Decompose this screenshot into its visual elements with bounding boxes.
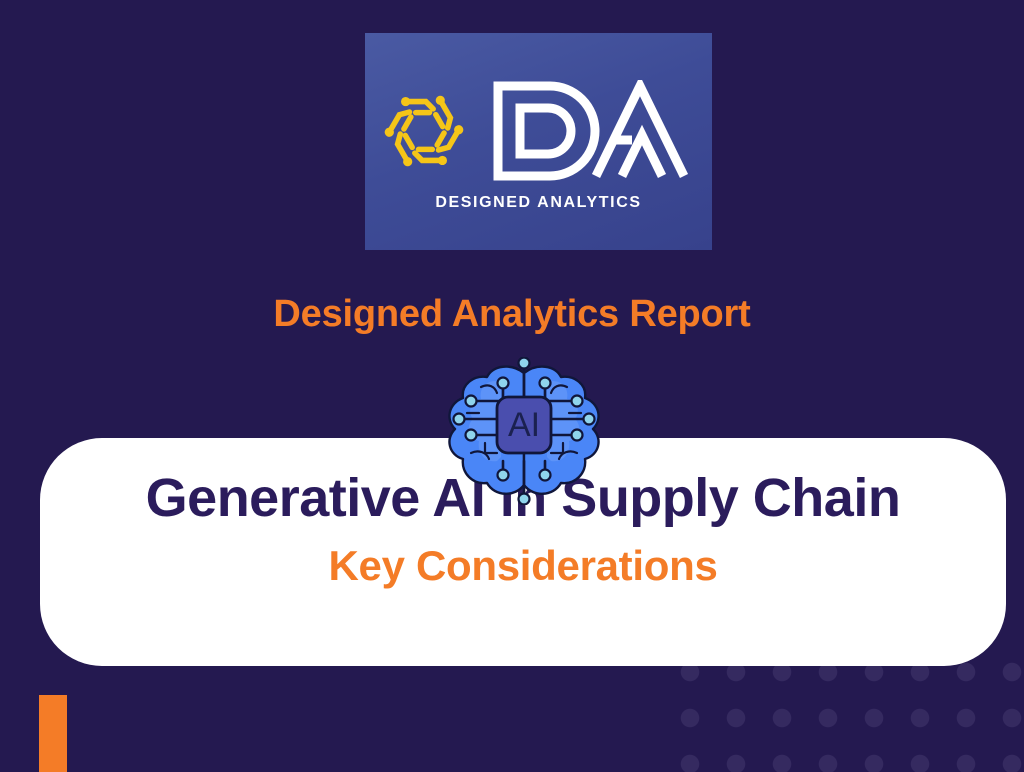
designed-analytics-hex-circuit-mark	[384, 95, 463, 167]
page-subtitle: Key Considerations	[328, 542, 718, 589]
brand-logo-box: DESIGNED ANALYTICS	[365, 33, 712, 250]
orange-accent-bar	[39, 695, 67, 772]
dot-grid-pattern	[678, 660, 1024, 772]
logo-wordmark: DESIGNED ANALYTICS	[435, 194, 642, 211]
da-monogram-icon	[493, 80, 688, 181]
ai-brain-icon: AI	[448, 357, 600, 505]
report-label: Designed Analytics Report	[273, 293, 751, 335]
logo-row	[365, 71, 712, 191]
ai-chip-label: AI	[508, 406, 540, 444]
